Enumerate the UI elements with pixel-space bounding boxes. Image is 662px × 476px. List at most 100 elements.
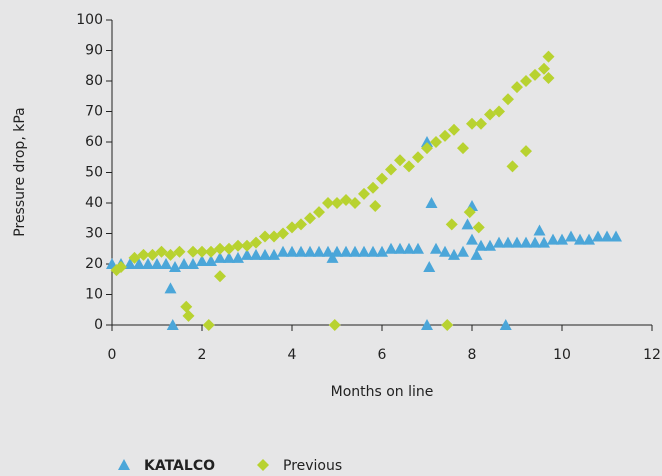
point	[259, 248, 271, 260]
legend-symbol	[257, 459, 269, 471]
y-tick-label: 50	[85, 165, 103, 181]
point	[187, 258, 199, 269]
point	[533, 224, 546, 236]
x-tick-label: 8	[468, 347, 477, 363]
point	[538, 236, 550, 248]
y-tick-label: 60	[85, 134, 103, 150]
point	[187, 245, 199, 258]
point	[425, 197, 438, 208]
point	[412, 242, 424, 254]
point	[169, 261, 181, 273]
point	[538, 62, 550, 75]
point	[277, 227, 289, 240]
point	[326, 251, 339, 263]
point	[565, 230, 577, 242]
point	[475, 239, 487, 251]
point	[133, 258, 145, 269]
point	[610, 230, 622, 242]
point	[542, 50, 555, 63]
y-tick-label: 30	[85, 226, 103, 242]
point	[214, 270, 226, 283]
point	[457, 245, 469, 257]
point	[506, 160, 519, 173]
point	[369, 200, 382, 213]
point	[484, 239, 496, 251]
point	[304, 245, 316, 257]
point	[331, 245, 343, 257]
point	[223, 242, 235, 255]
point	[277, 245, 289, 257]
point	[502, 93, 514, 106]
point	[164, 248, 177, 261]
point	[583, 233, 595, 245]
point	[529, 68, 541, 81]
x-tick-label: 12	[643, 347, 661, 363]
point	[313, 245, 325, 257]
point	[385, 242, 397, 254]
point	[160, 258, 172, 269]
point	[313, 206, 325, 219]
point	[164, 282, 177, 294]
point	[484, 108, 496, 121]
point	[493, 236, 505, 248]
point	[445, 218, 458, 231]
point	[403, 242, 415, 254]
point	[574, 233, 586, 245]
point	[466, 117, 478, 130]
point	[295, 218, 307, 231]
point	[556, 233, 568, 245]
point	[155, 245, 168, 258]
point	[412, 151, 424, 164]
point	[394, 242, 406, 254]
point	[499, 319, 512, 330]
point	[461, 218, 474, 230]
y-axis-label: Pressure drop, kPa	[12, 107, 28, 236]
legend-label: Previous	[283, 458, 342, 474]
point	[547, 233, 559, 245]
point	[241, 248, 253, 260]
point	[268, 248, 280, 260]
point	[493, 105, 505, 118]
point	[173, 245, 186, 258]
point	[259, 230, 271, 243]
point	[205, 245, 217, 258]
y-tick-label: 80	[85, 73, 103, 89]
point	[340, 193, 352, 206]
x-tick-label: 6	[378, 347, 387, 363]
point	[470, 248, 483, 260]
point	[403, 160, 415, 173]
y-tick-label: 20	[85, 256, 103, 272]
y-tick-label: 0	[94, 317, 103, 333]
point	[196, 245, 208, 258]
point	[232, 239, 244, 252]
point	[295, 245, 307, 257]
point	[423, 261, 436, 273]
point	[421, 136, 433, 147]
y-tick-label: 40	[85, 195, 103, 211]
point	[430, 136, 442, 148]
point	[241, 239, 253, 252]
point	[214, 242, 226, 255]
point	[448, 123, 460, 136]
point	[328, 319, 341, 331]
point	[511, 81, 523, 94]
point	[511, 236, 523, 248]
point	[250, 248, 262, 260]
point	[304, 212, 316, 225]
y-tick-label: 100	[76, 12, 103, 28]
point	[367, 245, 379, 257]
point	[286, 221, 298, 234]
point	[180, 300, 193, 313]
x-axis-label: Months on line	[331, 384, 434, 400]
legend-label: KATALCO	[144, 458, 215, 474]
point	[205, 254, 217, 266]
point	[441, 319, 454, 331]
point	[502, 236, 514, 248]
point	[601, 230, 613, 242]
point	[367, 181, 379, 194]
point	[322, 197, 334, 209]
point	[286, 245, 298, 257]
point	[421, 142, 433, 155]
